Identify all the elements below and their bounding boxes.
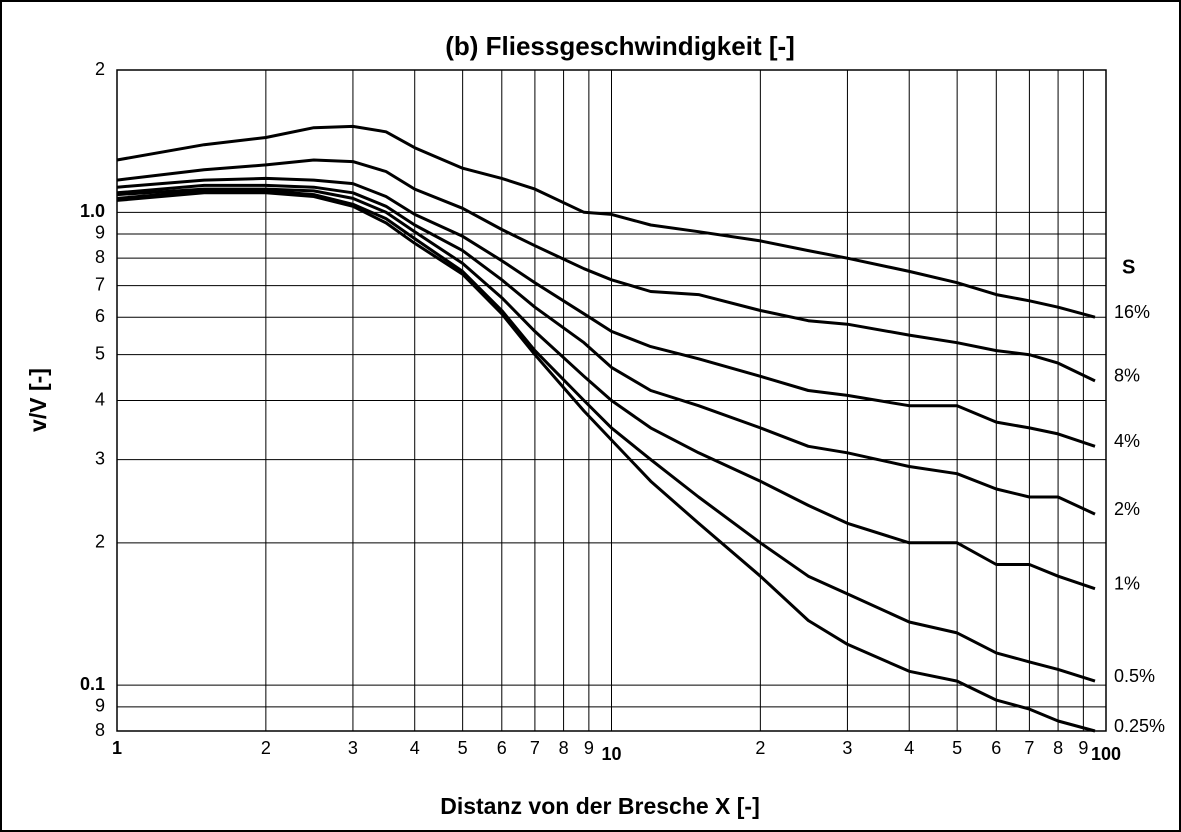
y-tick-label: 3 [95, 448, 105, 468]
x-tick-label: 8 [1053, 738, 1063, 758]
x-axis-label: Distanz von der Bresche X [-] [440, 793, 760, 819]
series-label: 16% [1114, 302, 1150, 322]
data-line [116, 176, 1096, 448]
x-tick-label: 3 [348, 738, 358, 758]
series-label: 8% [1114, 366, 1140, 386]
plot-frame [116, 69, 1107, 732]
x-tick-label: 9 [584, 738, 594, 758]
y-tick-label: 9 [95, 223, 105, 243]
y-tick-label: 2 [95, 532, 105, 552]
data-line [116, 183, 1096, 516]
y-tick-label: 4 [95, 389, 105, 409]
y-tick-label: 2 [95, 59, 105, 79]
y-tick-label: 0.1 [80, 674, 105, 694]
series-label: 0.5% [1114, 666, 1155, 686]
x-tick-label: 5 [952, 738, 962, 758]
y-tick-label: 7 [95, 274, 105, 294]
y-tick-label: 1.0 [80, 201, 105, 221]
x-tick-label: 5 [458, 738, 468, 758]
y-tick-label: 5 [95, 343, 105, 363]
y-axis-label: v/V [-] [25, 368, 51, 432]
x-tick-label: 7 [530, 738, 540, 758]
series-label: 2% [1114, 499, 1140, 519]
series-label: 4% [1114, 431, 1140, 451]
x-tick-label: 6 [991, 738, 1001, 758]
data-line [116, 158, 1096, 383]
x-tick-label: 10 [601, 744, 621, 764]
series-label: 1% [1114, 573, 1140, 593]
data-line [116, 191, 1096, 733]
series-label: 0.25% [1114, 716, 1165, 736]
x-tick-label: 8 [559, 738, 569, 758]
x-tick-label: 2 [261, 738, 271, 758]
y-tick-label: 9 [95, 696, 105, 716]
x-tick-label: 4 [904, 738, 914, 758]
data-line [116, 187, 1096, 591]
x-tick-label: 2 [755, 738, 765, 758]
y-tick-label: 8 [95, 720, 105, 740]
x-tick-label: 7 [1024, 738, 1034, 758]
x-tick-label: 100 [1091, 744, 1121, 764]
x-tick-label: 6 [497, 738, 507, 758]
x-tick-label: 1 [112, 738, 122, 758]
x-tick-label: 4 [410, 738, 420, 758]
y-tick-label: 8 [95, 247, 105, 267]
chart-title: (b) Fliessgeschwindigkeit [-] [445, 31, 795, 61]
y-tick-label: 6 [95, 306, 105, 326]
data-line [116, 124, 1096, 319]
x-tick-label: 3 [842, 738, 852, 758]
x-tick-label: 9 [1078, 738, 1088, 758]
data-line [116, 189, 1096, 683]
legend-title: s [1122, 256, 1135, 278]
